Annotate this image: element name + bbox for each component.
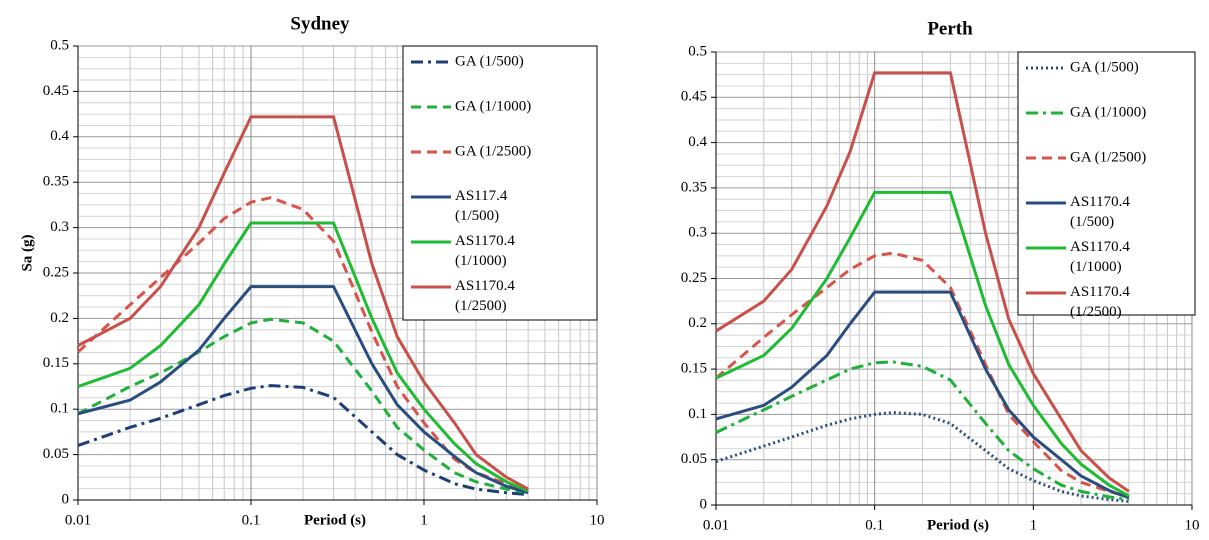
legend-label: GA (1/500) [455,53,524,69]
series-line [715,290,1130,500]
y-tick-label: 0.2 [688,315,707,331]
y-tick-label: 0.1 [50,401,69,417]
x-tick-label: 0.01 [703,517,729,533]
y-tick-label: 0.15 [43,355,69,371]
chart-title: Sydney [290,13,350,34]
y-tick-label: 0.25 [43,264,69,280]
y-tick-label: 0.1 [688,406,707,422]
y-axis-label: Sa (g) [19,234,35,271]
legend-label: AS1170.4 (1/500) [1070,194,1134,230]
series-line [77,285,529,495]
y-tick-label: 0.3 [688,225,707,241]
x-tick-label: 0.1 [865,517,884,533]
y-tick-label: 0.05 [681,451,707,467]
x-tick-label: 0.1 [242,512,261,528]
legend-label: AS1170.4 (1/2500) [1070,284,1134,320]
y-tick-label: 0.3 [50,219,69,235]
series-line [715,360,1130,502]
x-tick-label: 10 [1185,517,1200,533]
x-tick-label: 1 [420,512,428,528]
x-tick-label: 10 [590,512,605,528]
y-tick-label: 0 [700,496,708,512]
y-tick-label: 0.4 [688,134,707,150]
y-tick-label: 0.45 [681,89,707,105]
y-tick-label: 0.5 [688,43,707,59]
legend-box [402,45,598,321]
y-tick-label: 0.25 [681,270,707,286]
legend-label: AS1170.4 (1/1000) [455,233,519,269]
x-axis-label: Period (s) [927,517,989,533]
legend-label: AS117.4 (1/500) [455,188,511,224]
y-tick-label: 0.05 [43,446,69,462]
series-line [77,317,529,495]
y-tick-label: 0.35 [681,179,707,195]
legend-label: GA (1/1000) [455,98,531,114]
series-line [77,221,529,493]
y-tick-label: 0.5 [50,37,69,53]
series-line [715,190,1130,498]
y-tick-label: 0.15 [681,361,707,377]
y-tick-label: 0.35 [43,174,69,190]
y-tick-label: 0 [62,491,70,507]
legend-label: GA (1/2500) [1070,149,1146,165]
y-tick-label: 0.2 [50,310,69,326]
y-tick-label: 0.45 [43,83,69,99]
y-tick-label: 0.4 [50,128,69,144]
legend-label: GA (1/500) [1070,59,1139,75]
legend-label: GA (1/1000) [1070,104,1146,120]
legend-label: AS1170.4 (1/1000) [1070,239,1134,275]
x-tick-label: 1 [1030,517,1038,533]
legend-label: GA (1/2500) [455,143,531,159]
legend-box [1017,51,1196,316]
series-line [715,71,1130,493]
x-axis-label: Period (s) [304,512,366,528]
series-line [77,115,529,491]
series-line [77,384,529,497]
x-tick-label: 0.01 [65,512,91,528]
chart-title: Perth [927,18,973,39]
legend-label: AS1170.4 (1/2500) [455,278,519,314]
